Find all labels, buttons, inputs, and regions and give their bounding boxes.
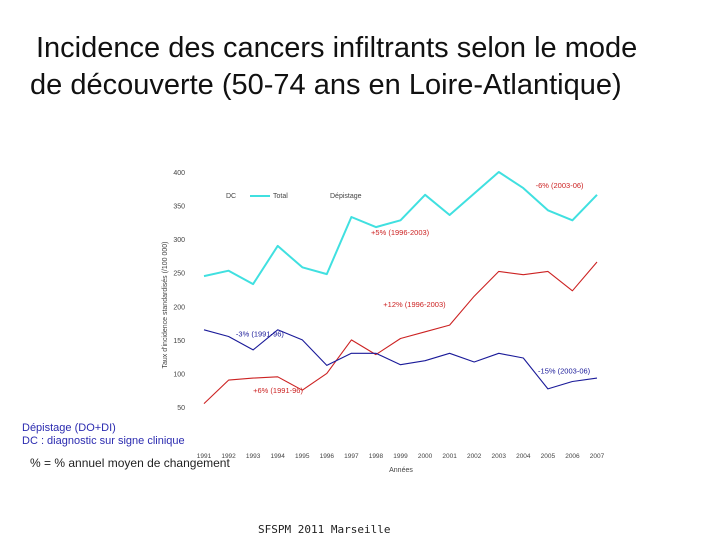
title-line-2: de découverte (50-74 ans en Loire-Atlant… bbox=[30, 69, 622, 101]
footer-text: SFSPM 2011 Marseille bbox=[258, 523, 391, 536]
x-tick-label: 1995 bbox=[295, 453, 310, 460]
chart-annotations: -6% (2003-06) +5% (1996-2003) +12% (1996-2… bbox=[236, 181, 591, 395]
y-axis-label: Taux d'incidence standardisés (/100 000) bbox=[162, 241, 169, 368]
x-tick-label: 2000 bbox=[418, 453, 433, 460]
annotation-label: -6% (2003-06) bbox=[536, 181, 584, 190]
y-tick-label: 50 bbox=[177, 405, 185, 412]
x-axis-label: Années bbox=[389, 467, 413, 474]
x-tick-label: 1997 bbox=[344, 453, 359, 460]
title-line-1: Incidence des cancers infiltrants selon … bbox=[36, 32, 638, 64]
x-tick-label: 2005 bbox=[541, 453, 556, 460]
legend-notes: Dépistage (DO+DI) DC : diagnostic sur si… bbox=[22, 422, 185, 448]
series-line-dpistage bbox=[203, 261, 598, 404]
x-tick-label: 1992 bbox=[221, 453, 236, 460]
x-tick-label: 2006 bbox=[565, 453, 580, 460]
series-line-dc bbox=[203, 329, 598, 390]
x-tick-label: 2003 bbox=[492, 453, 507, 460]
series-line-total bbox=[203, 171, 598, 286]
x-tick-label: 2007 bbox=[590, 453, 605, 460]
legend-total-label: Total bbox=[273, 193, 288, 200]
y-tick-label: 100 bbox=[173, 371, 185, 378]
legend-dc-label: DC bbox=[226, 193, 236, 200]
x-tick-label: 1993 bbox=[246, 453, 261, 460]
percent-note: % = % annuel moyen de changement bbox=[30, 456, 230, 470]
y-tick-label: 300 bbox=[173, 237, 185, 244]
y-tick-label: 400 bbox=[173, 170, 185, 177]
annotation-label: +12% (1996-2003) bbox=[383, 300, 446, 309]
x-tick-label: 1999 bbox=[393, 453, 408, 460]
x-tick-label: 1998 bbox=[369, 453, 384, 460]
y-tick-label: 350 bbox=[173, 204, 185, 211]
x-tick-label: 2001 bbox=[442, 453, 457, 460]
annotation-label: +6% (1991-96) bbox=[253, 386, 303, 395]
y-tick-label: 150 bbox=[173, 338, 185, 345]
slide-title: Incidence des cancers infiltrants selon … bbox=[30, 30, 710, 104]
annotation-label: -15% (2003-06) bbox=[538, 366, 591, 375]
chart-series bbox=[203, 171, 598, 404]
annotation-label: -3% (1991-96) bbox=[236, 330, 284, 339]
x-tick-label: 2004 bbox=[516, 453, 531, 460]
chart-axes: 50 100 150 200 250 300 350 400 Taux d'incidence … bbox=[162, 170, 605, 474]
x-tick-label: 1996 bbox=[320, 453, 335, 460]
x-tick-label: 2002 bbox=[467, 453, 482, 460]
annotation-label: +5% (1996-2003) bbox=[371, 228, 430, 237]
y-tick-label: 250 bbox=[173, 271, 185, 278]
x-tick-label: 1994 bbox=[270, 453, 285, 460]
note-depistage: Dépistage (DO+DI) bbox=[22, 422, 116, 434]
x-tick-label: 1991 bbox=[197, 453, 212, 460]
chart-legend: DC Total Dépistage bbox=[226, 193, 362, 200]
legend-depistage-label: Dépistage bbox=[330, 193, 362, 200]
y-tick-label: 200 bbox=[173, 304, 185, 311]
note-dc: DC : diagnostic sur signe clinique bbox=[22, 435, 185, 447]
